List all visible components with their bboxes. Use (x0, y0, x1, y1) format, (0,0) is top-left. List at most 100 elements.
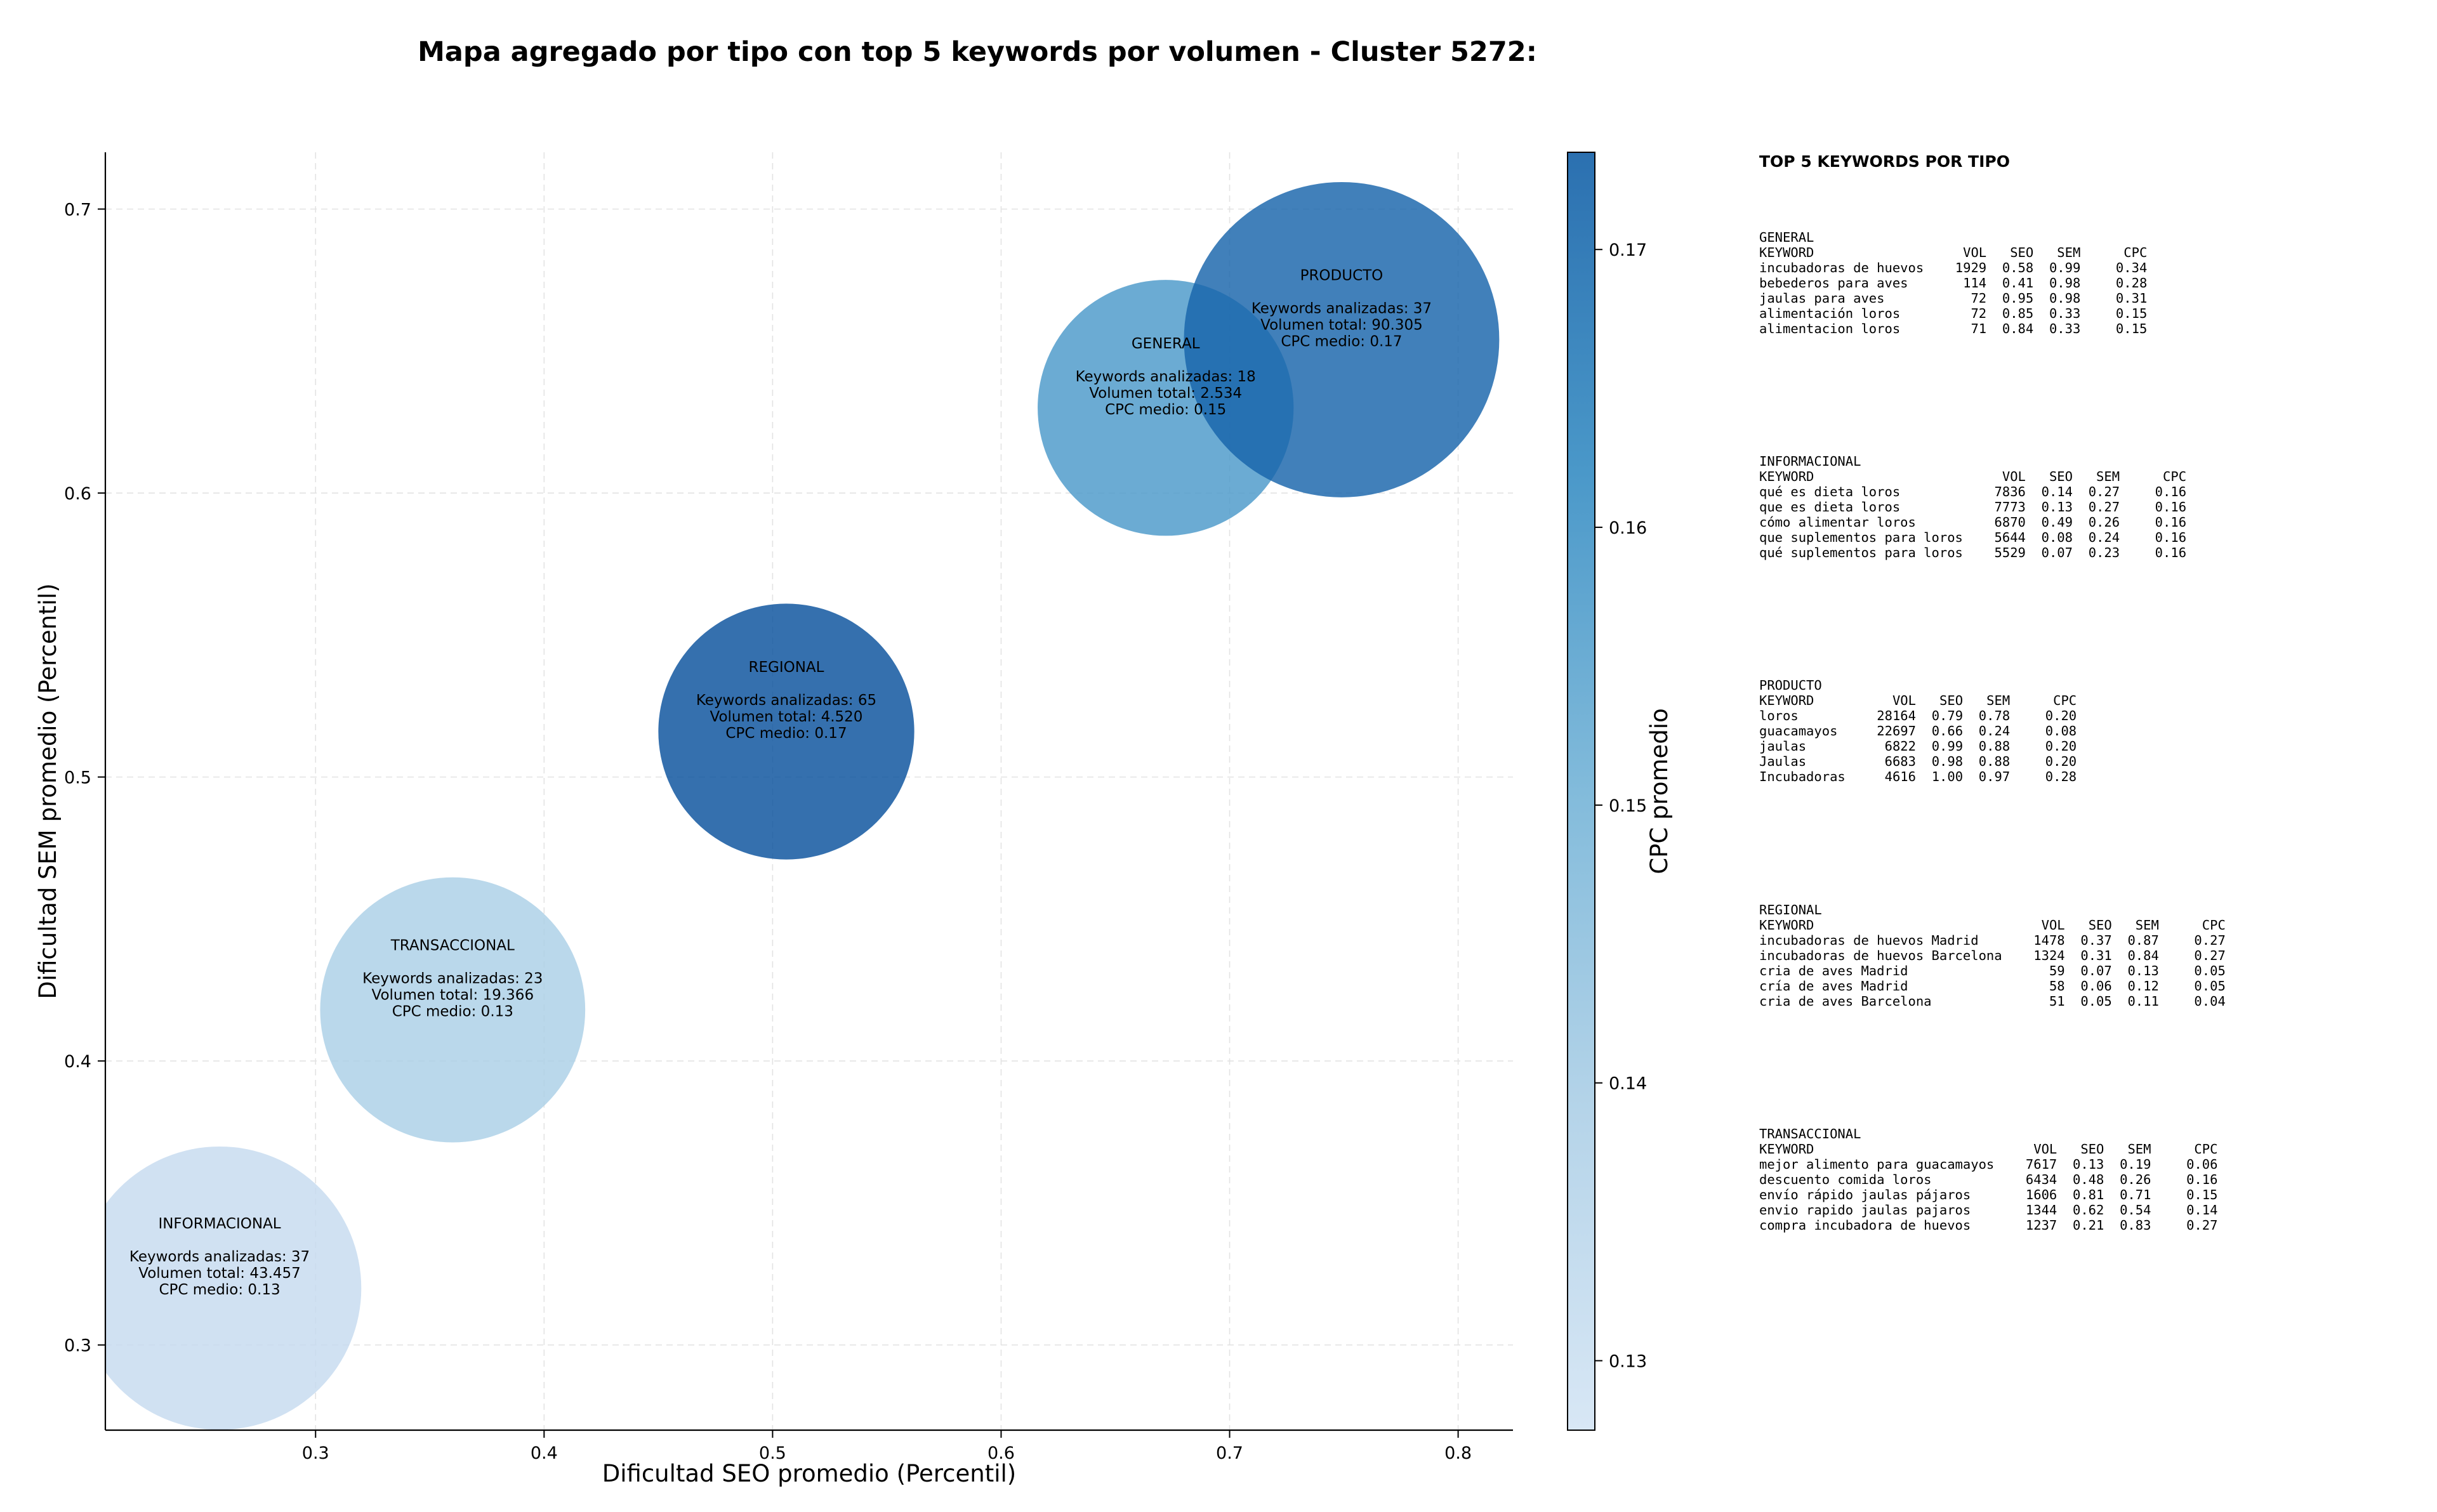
metric-cell: 0.06 (2186, 1157, 2218, 1172)
keyword-group-regional: REGIONAL KEYWORD VOL SEO SEM CPC incubadoras d… (1759, 902, 2226, 1009)
x-tick-label: 0.7 (1216, 1443, 1243, 1463)
metric-cell: 0.88 (1978, 754, 2011, 769)
metric-cell: 0.06 (2080, 978, 2112, 994)
metric-cell: VOL (1963, 245, 1987, 260)
metric-cell: 0.37 (2080, 933, 2112, 948)
metric-cell: SEO (1939, 693, 1964, 708)
metric-cell: 1478 (2033, 933, 2065, 948)
x-tick-label: 0.5 (759, 1443, 786, 1463)
keyword-group-name: PRODUCTO (1759, 678, 1822, 693)
bubble-annotation: Keywords analizadas: 37 (1252, 300, 1432, 317)
keyword-row: guacamayos 22697 0.66 0.24 0.08 (1759, 723, 2077, 739)
metric-cell: 0.24 (2088, 530, 2120, 545)
metric-cell: 0.16 (2186, 1172, 2218, 1187)
metric-cell: SEO (2010, 245, 2034, 260)
keyword-row: descuento comida loros 6434 0.48 0.26 0.16 (1759, 1172, 2217, 1187)
metric-cell: SEM (2127, 1141, 2151, 1157)
keyword-row: que suplementos para loros 5644 0.08 0.24 0.… (1759, 530, 2186, 545)
keyword-row: bebederos para aves 114 0.41 0.98 0.28 (1759, 275, 2147, 291)
metric-cell: 4616 (1884, 769, 1916, 784)
metric-cell: 0.08 (2045, 723, 2077, 739)
bubble-producto (1184, 181, 1500, 497)
metric-cell: 0.13 (2073, 1157, 2104, 1172)
metric-cell: 0.33 (2049, 321, 2081, 336)
bubble-annotation: Volumen total: 43.457 (138, 1265, 301, 1282)
metric-cell: 1.00 (1931, 769, 1964, 784)
bubble-label-regional: REGIONAL (749, 659, 824, 676)
keyword-cell: KEYWORD (1759, 693, 1814, 708)
keyword-row: que es dieta loros 7773 0.13 0.27 0.16 (1759, 499, 2186, 515)
metric-cell: 0.20 (2045, 708, 2077, 723)
x-axis-label: Dificultad SEO promedio (Percentil) (602, 1460, 1016, 1487)
metric-cell: 0.26 (2120, 1172, 2151, 1187)
keyword-cell: cria de aves Madrid (1759, 963, 1908, 978)
bubble-annotation: Volumen total: 4.520 (710, 709, 863, 725)
keyword-cell: cría de aves Madrid (1759, 978, 1908, 994)
keyword-row: envio rapido jaulas pajaros 1344 0.62 0.54 0… (1759, 1202, 2217, 1218)
colorbar-tick-label: 0.17 (1609, 240, 1647, 260)
keyword-row: jaulas 6822 0.99 0.88 0.20 (1759, 739, 2077, 754)
keyword-cell: KEYWORD (1759, 245, 1814, 260)
keyword-row: qué es dieta loros 7836 0.14 0.27 0.16 (1759, 484, 2186, 499)
metric-cell: 0.83 (2120, 1218, 2151, 1233)
metric-cell: SEM (2096, 469, 2120, 484)
metric-cell: VOL (2033, 1141, 2057, 1157)
metric-cell: CPC (2194, 1141, 2218, 1157)
metric-cell: 0.24 (1978, 723, 2011, 739)
keyword-row: cría de aves Madrid 58 0.06 0.12 0.05 (1759, 978, 2226, 994)
y-tick-label: 0.4 (64, 1052, 91, 1072)
metric-cell: 0.88 (1978, 739, 2011, 754)
x-tick-label: 0.3 (302, 1443, 329, 1463)
bubble-annotation: CPC medio: 0.15 (1105, 402, 1226, 418)
metric-cell: 0.98 (2049, 291, 2081, 306)
keyword-panel-title: TOP 5 KEYWORDS POR TIPO (1759, 152, 2010, 171)
metric-cell: 0.21 (2073, 1218, 2104, 1233)
metric-cell: 0.14 (2186, 1202, 2218, 1218)
y-tick-label: 0.5 (64, 768, 91, 788)
metric-cell: 0.41 (2002, 275, 2034, 291)
keyword-cell: jaulas para aves (1759, 291, 1885, 306)
keyword-cell: incubadoras de huevos (1759, 260, 1924, 275)
keyword-group-producto: PRODUCTO KEYWORD VOL SEO SEM CPC loros 28164 0.7… (1759, 678, 2077, 784)
bubble-informacional (105, 1147, 362, 1430)
bubble-series: INFORMACIONAL Keywords analizadas: 37 Volu… (105, 181, 1500, 1430)
keyword-row: incubadoras de huevos 1929 0.58 0.99 0.34 (1759, 260, 2147, 275)
metric-cell: 0.12 (2127, 978, 2159, 994)
metric-cell: 0.27 (2088, 484, 2120, 499)
keyword-row: cria de aves Barcelona 51 0.05 0.11 0.04 (1759, 994, 2226, 1009)
metric-cell: 0.99 (1931, 739, 1964, 754)
bubble-label-informacional: INFORMACIONAL (158, 1216, 281, 1232)
metric-cell: 1237 (2025, 1218, 2057, 1233)
metric-cell: 71 (1971, 321, 1987, 336)
keyword-cell: KEYWORD (1759, 917, 1814, 933)
keyword-row: envío rápido jaulas pájaros 1606 0.81 0.71 0… (1759, 1187, 2217, 1202)
bubble-label-general: GENERAL (1132, 336, 1200, 352)
bubble-annotation: CPC medio: 0.13 (159, 1282, 280, 1298)
keyword-group-transaccional: TRANSACCIONAL KEYWORD VOL SEO SEM CPC mejor al… (1759, 1126, 2217, 1233)
keyword-cell: envío rápido jaulas pájaros (1759, 1187, 1971, 1202)
bubble-annotation: Keywords analizadas: 65 (696, 692, 876, 709)
bubble-annotation: CPC medio: 0.17 (1281, 333, 1402, 350)
keyword-row: mejor alimento para guacamayos 7617 0.13 0.… (1759, 1157, 2217, 1172)
colorbar-tick-label: 0.16 (1609, 518, 1647, 538)
metric-cell: 7617 (2025, 1157, 2057, 1172)
metric-cell: 0.84 (2127, 948, 2159, 963)
metric-cell: 0.16 (2155, 515, 2187, 530)
y-tick-label: 0.7 (64, 201, 91, 220)
metric-cell: 0.08 (2041, 530, 2073, 545)
metric-cell: 22697 (1877, 723, 1916, 739)
metric-cell: 0.05 (2194, 978, 2226, 994)
keyword-cell: que suplementos para loros (1759, 530, 1963, 545)
metric-cell: 1606 (2025, 1187, 2057, 1202)
metric-cell: 0.19 (2120, 1157, 2151, 1172)
keyword-row: incubadoras de huevos Barcelona 1324 0.31 0… (1759, 948, 2226, 963)
keyword-row: compra incubadora de huevos 1237 0.21 0.83 0… (1759, 1218, 2217, 1233)
metric-cell: 6683 (1884, 754, 1916, 769)
metric-cell: 0.28 (2115, 275, 2148, 291)
metric-cell: 0.81 (2073, 1187, 2104, 1202)
metric-cell: 0.11 (2127, 994, 2159, 1009)
keyword-cell: cómo alimentar loros (1759, 515, 1916, 530)
metric-cell: 1929 (1955, 260, 1987, 275)
keyword-cell: alimentacion loros (1759, 321, 1901, 336)
metric-cell: 0.04 (2194, 994, 2226, 1009)
